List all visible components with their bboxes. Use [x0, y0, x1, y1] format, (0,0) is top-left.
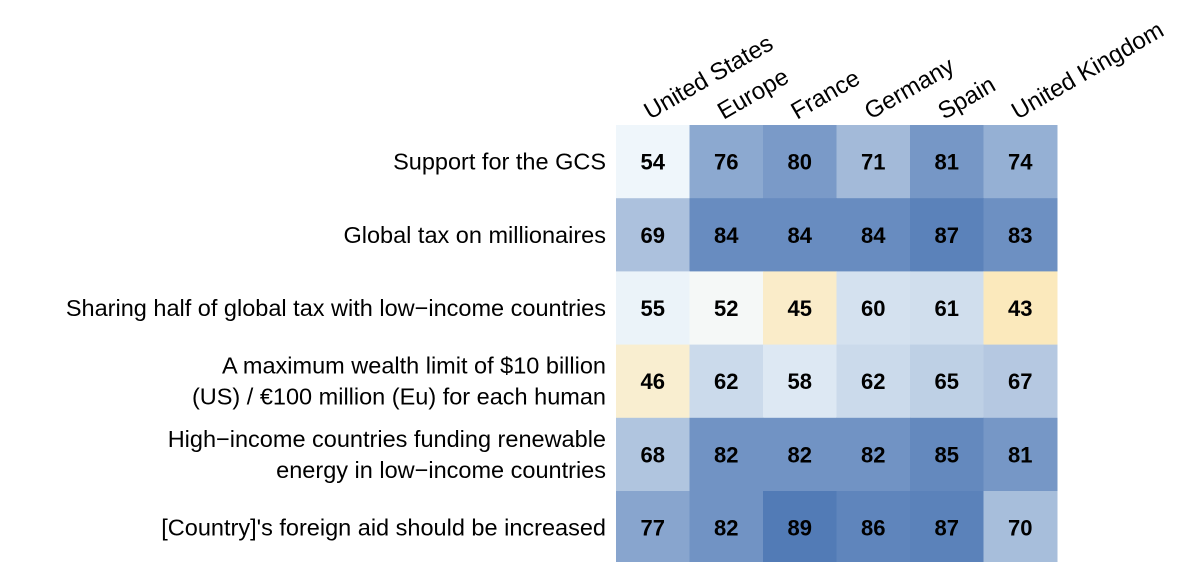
cell-value-label: 85 [935, 442, 959, 467]
row-label: Sharing half of global tax with low−inco… [66, 295, 606, 321]
cell-value-label: 62 [861, 369, 885, 394]
cell-value-label: 76 [714, 150, 738, 175]
heatmap-cell [616, 417, 690, 492]
heatmap-cell [616, 491, 690, 562]
heatmap-cell [836, 344, 911, 419]
cell-value-label: 89 [788, 516, 812, 541]
heatmap-cell [910, 198, 984, 272]
cell-value-label: 70 [1008, 516, 1032, 541]
heatmap-cell [616, 198, 690, 272]
row-label: A maximum wealth limit of $10 billion [222, 353, 606, 379]
cell-value-label: 62 [714, 369, 738, 394]
heatmap-cell [983, 125, 1058, 199]
row-label: Global tax on millionaires [343, 222, 606, 248]
cell-value-label: 58 [788, 369, 812, 394]
cell-value-label: 82 [714, 442, 738, 467]
cell-value-label: 87 [935, 223, 959, 248]
heatmap-cell [689, 344, 764, 419]
heatmap-cell [983, 198, 1058, 272]
cell-value-label: 77 [641, 516, 665, 541]
cell-value-label: 67 [1008, 369, 1032, 394]
cell-value-label: 54 [641, 150, 666, 175]
heatmap-cell [689, 271, 764, 346]
heatmap-cells: 54 76 80 71 81 74 69 84 84 84 87 83 55 52 45 60 61 43 46 62… [616, 125, 1058, 562]
cell-value-label: 43 [1008, 296, 1032, 321]
heatmap-cell [910, 491, 984, 562]
heatmap-cell [689, 125, 764, 199]
heatmap-cell [763, 198, 837, 272]
heatmap-cell [910, 271, 984, 346]
heatmap-cell [763, 271, 837, 346]
heatmap-cell [836, 198, 911, 272]
heatmap-cell [910, 125, 984, 199]
heatmap-cell [763, 491, 837, 562]
heatmap-cell [910, 417, 984, 492]
heatmap-cell [689, 491, 764, 562]
row-labels: Support for the GCS Global tax on million… [66, 149, 606, 541]
cell-value-label: 65 [935, 369, 959, 394]
cell-value-label: 45 [788, 296, 812, 321]
cell-value-label: 52 [714, 296, 738, 321]
cell-value-label: 55 [641, 296, 665, 321]
heatmap-cell [616, 125, 690, 199]
heatmap-cell [616, 344, 690, 419]
heatmap-cell [983, 344, 1058, 419]
cell-value-label: 87 [935, 516, 959, 541]
heatmap-cell [616, 271, 690, 346]
heatmap-cell [689, 198, 764, 272]
heatmap-cell [983, 491, 1058, 562]
column-label-france: France [787, 64, 865, 125]
heatmap-cell [763, 344, 837, 419]
row-label: (US) / €100 million (Eu) for each human [192, 384, 606, 410]
cell-value-label: 82 [788, 442, 812, 467]
heatmap-cell [836, 125, 911, 199]
cell-value-label: 82 [861, 442, 885, 467]
cell-value-label: 84 [861, 223, 886, 248]
heatmap-cell [763, 417, 837, 492]
cell-value-label: 71 [861, 150, 885, 175]
row-label: Support for the GCS [393, 149, 606, 175]
heatmap-cell [983, 417, 1058, 492]
heatmap-cell [836, 271, 911, 346]
row-label: High−income countries funding renewable [168, 426, 606, 452]
cell-value-label: 80 [788, 150, 812, 175]
cell-value-label: 60 [861, 296, 885, 321]
row-label: [Country]'s foreign aid should be increa… [161, 515, 606, 541]
cell-value-label: 82 [714, 516, 738, 541]
cell-value-label: 83 [1008, 223, 1032, 248]
cell-value-label: 61 [935, 296, 959, 321]
cell-value-label: 68 [641, 442, 665, 467]
cell-value-label: 84 [788, 223, 813, 248]
cell-value-label: 86 [861, 516, 885, 541]
heatmap-cell [689, 417, 764, 492]
heatmap-cell [763, 125, 837, 199]
cell-value-label: 74 [1008, 150, 1033, 175]
column-label-united-kingdom: United Kingdom [1007, 16, 1168, 125]
cell-value-label: 81 [935, 150, 959, 175]
cell-value-label: 69 [641, 223, 665, 248]
row-label: energy in low−income countries [276, 457, 606, 483]
cell-value-label: 81 [1008, 442, 1032, 467]
heatmap-cell [836, 417, 911, 492]
heatmap-cell [836, 491, 911, 562]
cell-value-label: 46 [641, 369, 665, 394]
heatmap-cell [910, 344, 984, 419]
cell-value-label: 84 [714, 223, 739, 248]
heatmap-cell [983, 271, 1058, 346]
